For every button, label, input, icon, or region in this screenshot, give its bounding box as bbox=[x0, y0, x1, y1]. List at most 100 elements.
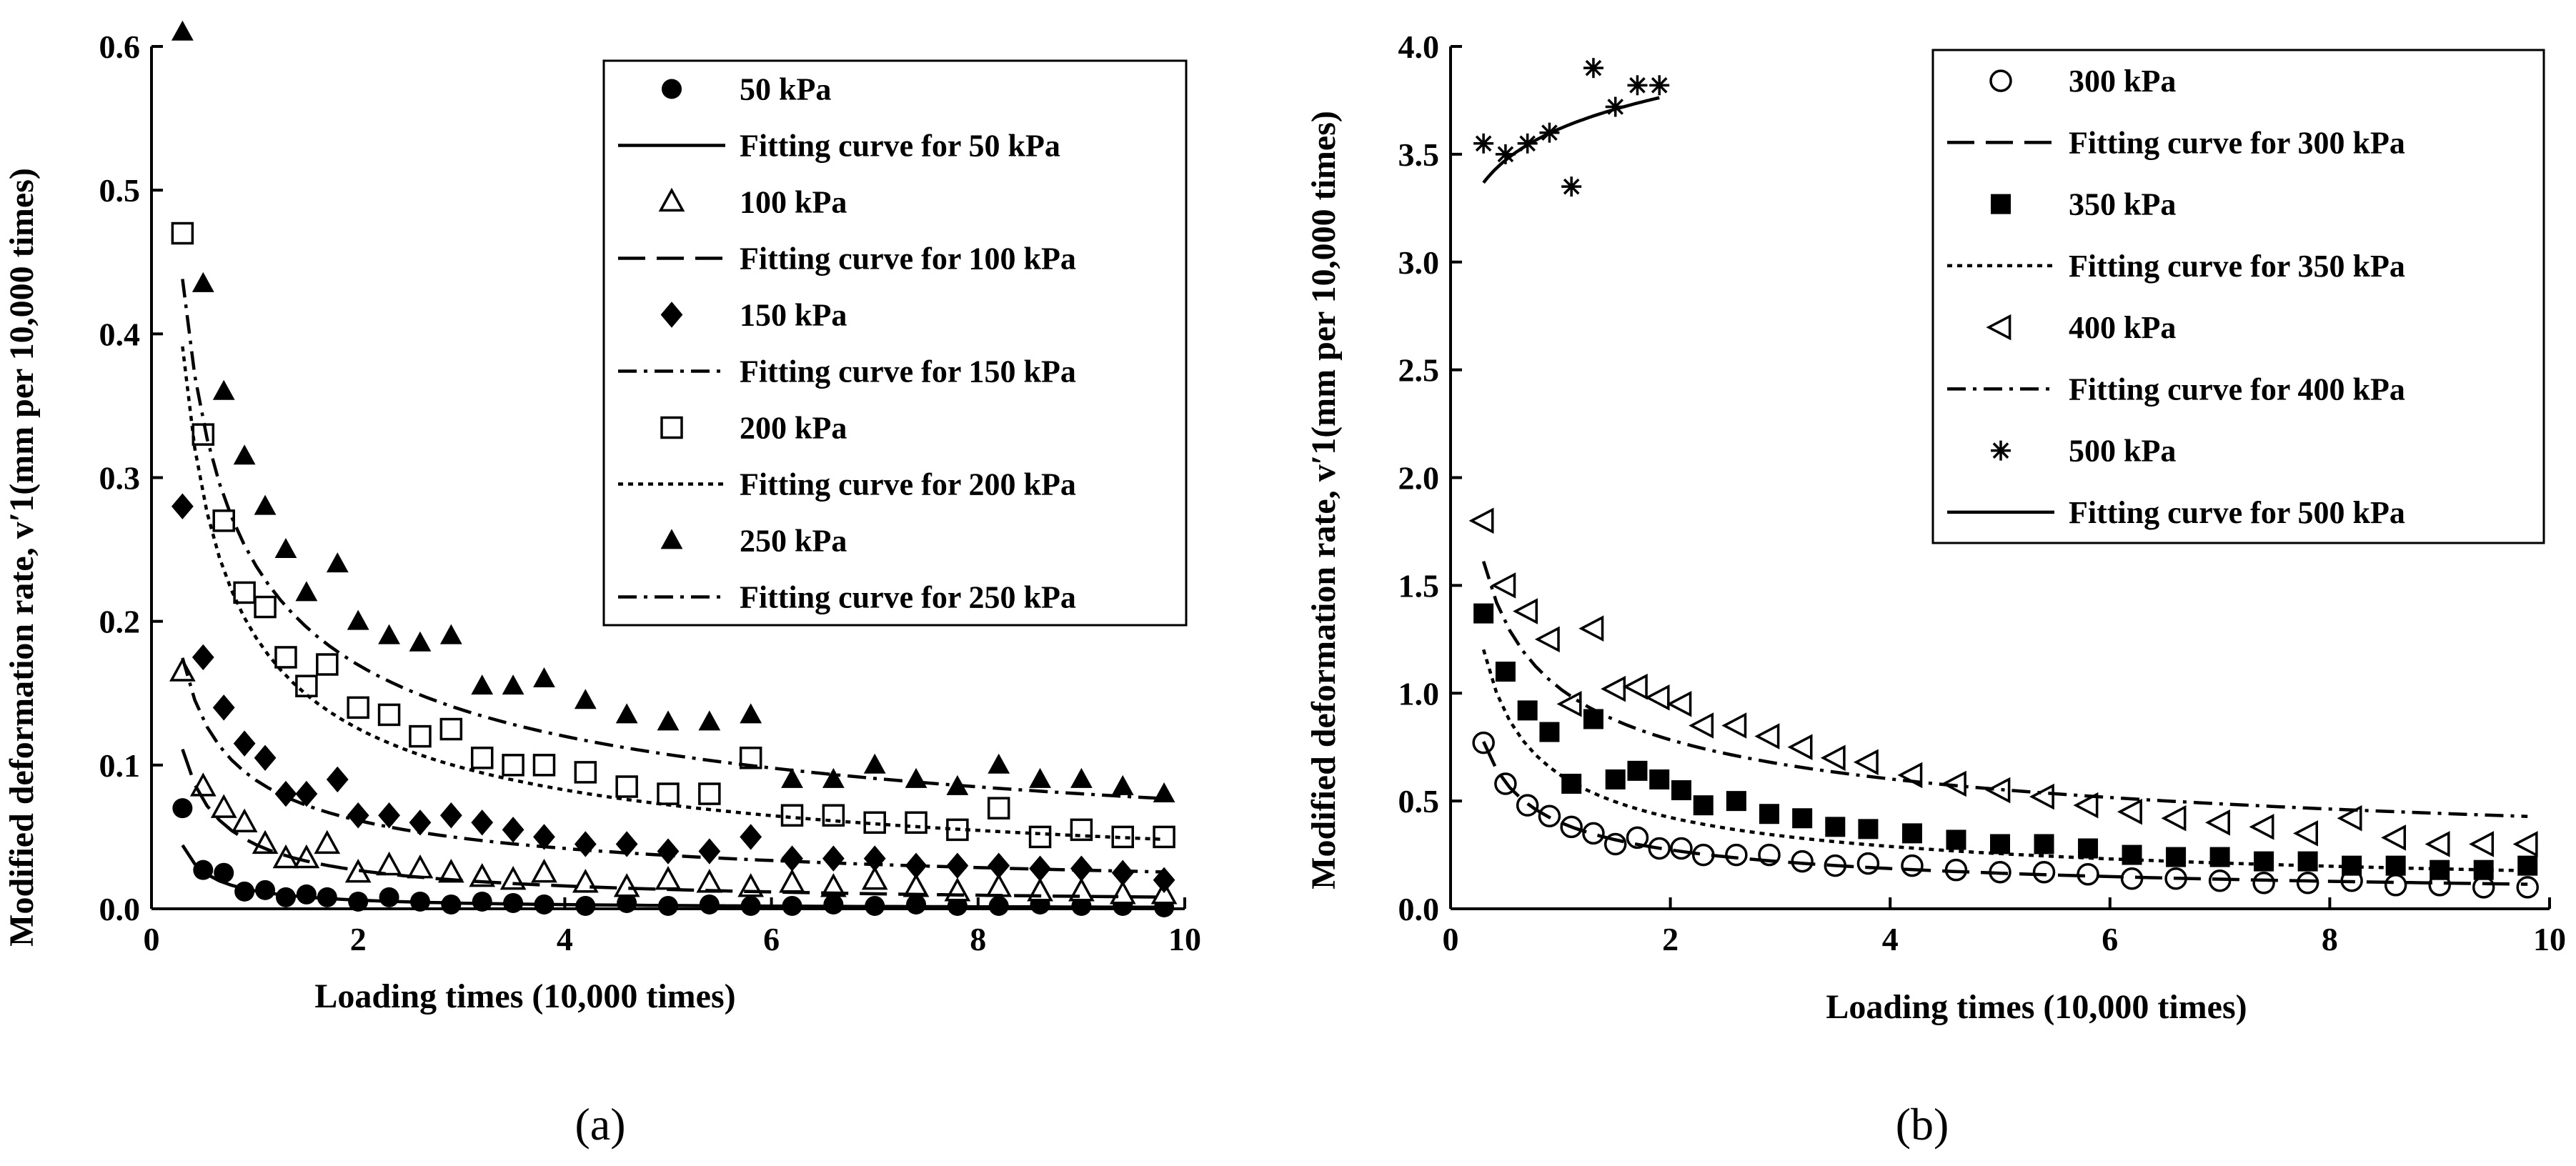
legend-marker bbox=[658, 187, 685, 212]
data-point-400-kpa bbox=[1578, 615, 1604, 642]
panel-label-a: (a) bbox=[575, 1099, 625, 1150]
data-point-400-kpa bbox=[1853, 749, 1879, 776]
data-point-200-kpa bbox=[657, 782, 680, 805]
data-point-250-kpa bbox=[378, 624, 400, 644]
axes-a: 0 2 4 6 8 10 0.0 0.1 0.2 0.3 0.4 0.5 0.6 bbox=[99, 29, 1202, 957]
data-point-200-kpa bbox=[1153, 825, 1175, 849]
data-point-350-kpa bbox=[1726, 791, 1746, 812]
fit-curve-250-kpa bbox=[181, 279, 1165, 801]
data-point-350-kpa bbox=[2385, 855, 2406, 876]
data-point-200-kpa bbox=[439, 717, 463, 741]
data-point-350-kpa bbox=[1946, 829, 1966, 850]
data-point-250-kpa bbox=[740, 703, 762, 724]
fitting-curves-b bbox=[1481, 96, 2528, 886]
data-point-50-kpa bbox=[472, 891, 492, 912]
x-tick-label: 10 bbox=[2533, 921, 2566, 957]
y-tick-label: 0.0 bbox=[99, 891, 141, 927]
data-point-400-kpa bbox=[1985, 777, 2011, 804]
data-point-250-kpa bbox=[698, 710, 721, 731]
panel-label-b: (b) bbox=[1896, 1099, 1949, 1150]
data-point-350-kpa bbox=[1901, 823, 1922, 844]
y-tick-label: 0.5 bbox=[1398, 783, 1440, 819]
data-point-400-kpa bbox=[2381, 824, 2407, 851]
y-tick-label: 1.5 bbox=[1398, 567, 1440, 604]
data-point-400-kpa bbox=[2117, 798, 2142, 825]
data-point-50-kpa bbox=[379, 887, 399, 907]
data-point-100-kpa bbox=[231, 808, 258, 832]
fit-curve-100-kpa bbox=[181, 748, 1165, 899]
data-point-300-kpa bbox=[1856, 852, 1880, 875]
legend-b: 300 kPa Fitting curve for 300 kPa 350 kPa F… bbox=[1931, 49, 2545, 544]
data-point-400-kpa bbox=[1689, 712, 1714, 739]
data-point-200-kpa bbox=[233, 581, 256, 604]
data-point-150-kpa bbox=[863, 845, 886, 872]
data-point-350-kpa bbox=[1693, 795, 1714, 816]
data-point-100-kpa bbox=[376, 851, 402, 876]
data-point-400-kpa bbox=[1941, 770, 1966, 797]
y-axis-label-b: Modified deformation rate, v′1(mm per 10… bbox=[1305, 111, 1343, 890]
data-point-350-kpa bbox=[1517, 700, 1538, 721]
data-point-200-kpa bbox=[171, 221, 194, 245]
data-point-300-kpa bbox=[2516, 876, 2539, 899]
data-point-250-kpa bbox=[988, 753, 1010, 774]
data-point-150-kpa bbox=[533, 824, 555, 850]
data-point-100-kpa bbox=[531, 858, 557, 883]
data-point-400-kpa bbox=[2249, 814, 2274, 840]
data-point-300-kpa bbox=[2384, 874, 2407, 897]
data-point-200-kpa bbox=[470, 747, 494, 769]
fit-curve-400-kpa bbox=[1481, 561, 2528, 818]
fit-curve-350-kpa bbox=[1481, 649, 2528, 872]
data-point-250-kpa bbox=[274, 537, 297, 558]
legend-marker bbox=[1989, 69, 2012, 92]
chart-panel-a: 0 2 4 6 8 10 0.0 0.1 0.2 0.3 0.4 0.5 0.6 Loading tim… bbox=[3, 20, 1202, 1150]
data-point-200-kpa bbox=[377, 703, 401, 727]
data-point-250-kpa bbox=[863, 753, 886, 774]
legend-fit-label: Fitting curve for 300 kPa bbox=[2069, 125, 2405, 160]
data-point-250-kpa bbox=[212, 379, 235, 400]
data-point-250-kpa bbox=[502, 674, 524, 695]
legend-marker bbox=[1986, 314, 2011, 341]
data-point-100-kpa bbox=[1109, 880, 1136, 905]
x-tick-label: 0 bbox=[144, 921, 160, 957]
data-point-350-kpa bbox=[1627, 760, 1648, 781]
data-point-150-kpa bbox=[1070, 855, 1093, 882]
data-point-100-kpa bbox=[613, 873, 640, 897]
data-point-250-kpa bbox=[192, 271, 214, 292]
data-point-150-kpa bbox=[171, 493, 194, 519]
data-point-50-kpa bbox=[275, 887, 296, 907]
data-point-250-kpa bbox=[657, 710, 680, 731]
legend-marker bbox=[660, 416, 683, 439]
x-tick-label: 10 bbox=[1168, 921, 1201, 957]
data-point-350-kpa bbox=[1792, 808, 1813, 829]
data-point-150-kpa bbox=[378, 802, 400, 829]
x-tick-label: 4 bbox=[1882, 921, 1899, 957]
data-point-400-kpa bbox=[2293, 820, 2318, 847]
legend-label: 50 kPa bbox=[740, 72, 831, 107]
y-tick-label: 0.2 bbox=[99, 604, 141, 640]
data-point-100-kpa bbox=[437, 858, 464, 883]
legend-fit-label: Fitting curve for 500 kPa bbox=[2069, 495, 2405, 530]
data-point-50-kpa bbox=[906, 894, 927, 915]
data-point-200-kpa bbox=[409, 724, 432, 748]
data-point-300-kpa bbox=[2252, 872, 2275, 895]
y-tick-label: 1.0 bbox=[1398, 675, 1440, 712]
data-point-400-kpa bbox=[2425, 831, 2450, 857]
x-tick-label: 6 bbox=[2102, 921, 2118, 957]
data-point-350-kpa bbox=[1990, 834, 2010, 854]
data-point-200-kpa bbox=[254, 595, 277, 619]
legend-label: 200 kPa bbox=[740, 411, 847, 446]
data-point-150-kpa bbox=[781, 845, 803, 872]
data-point-150-kpa bbox=[254, 744, 277, 771]
legend-label: 150 kPa bbox=[740, 298, 847, 333]
data-point-150-kpa bbox=[233, 730, 256, 757]
data-point-200-kpa bbox=[347, 696, 369, 719]
legend-label: 350 kPa bbox=[2069, 187, 2176, 222]
x-tick-label: 8 bbox=[2322, 921, 2338, 957]
data-point-150-kpa bbox=[1153, 867, 1175, 893]
legend-fit-label: Fitting curve for 200 kPa bbox=[740, 467, 1076, 502]
data-point-150-kpa bbox=[326, 766, 349, 793]
data-point-100-kpa bbox=[407, 854, 434, 879]
legend-fit-label: Fitting curve for 350 kPa bbox=[2069, 249, 2405, 284]
data-point-300-kpa bbox=[1670, 837, 1693, 860]
data-point-100-kpa bbox=[779, 869, 805, 893]
